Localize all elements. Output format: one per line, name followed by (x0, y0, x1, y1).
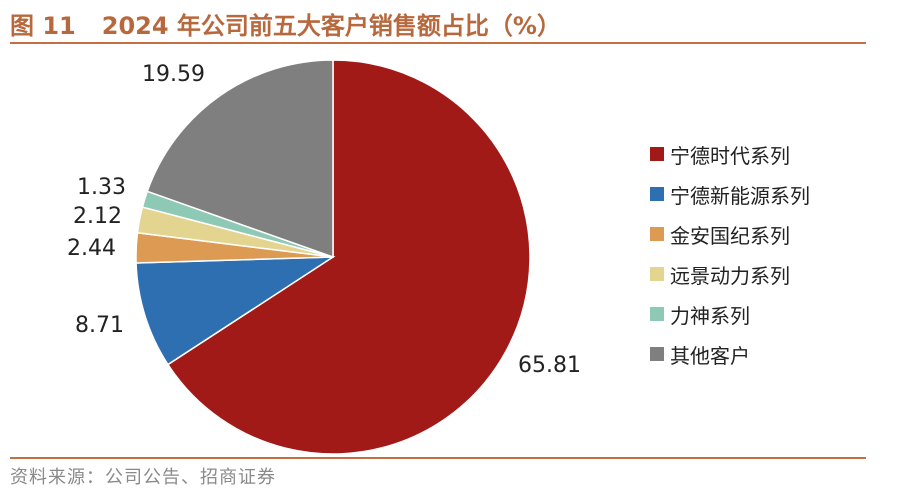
legend-swatch (650, 267, 664, 281)
legend-label: 金安国纪系列 (670, 223, 790, 248)
data-label: 19.59 (142, 62, 205, 87)
pie-slice (146, 59, 334, 259)
data-label: 65.81 (518, 353, 581, 378)
legend-item: 远景动力系列 (650, 258, 810, 290)
legend-swatch (650, 187, 664, 201)
legend-swatch (650, 307, 664, 321)
legend-item: 宁德新能源系列 (650, 178, 810, 210)
figure-number: 图 11 (10, 11, 76, 40)
data-label: 1.33 (77, 175, 126, 200)
legend-swatch (650, 347, 664, 361)
pie-slice (135, 256, 336, 366)
data-label: 8.71 (75, 313, 124, 338)
legend-item: 力神系列 (650, 298, 810, 330)
legend-swatch (650, 227, 664, 241)
chart-title: 2024 年公司前五大客户销售额占比（%） (101, 11, 561, 40)
chart-legend: 宁德时代系列 宁德新能源系列 金安国纪系列 远景动力系列 力神系列其他客户 (650, 138, 810, 370)
legend-label: 其他客户 (670, 343, 750, 368)
source-note: 资料来源：公司公告、招商证券 (10, 467, 276, 488)
legend-label: 宁德新能源系列 (670, 183, 810, 208)
pie-slice (166, 59, 531, 455)
legend-item: 宁德时代系列 (650, 138, 810, 170)
legend-label: 宁德时代系列 (670, 143, 790, 168)
figure-title: 图 11 2024 年公司前五大客户销售额占比（%） (10, 6, 870, 40)
legend-label: 远景动力系列 (670, 263, 790, 288)
footer-divider (10, 457, 866, 459)
legend-item: 金安国纪系列 (650, 218, 810, 250)
legend-item: 其他客户 (650, 338, 810, 370)
data-label: 2.44 (67, 236, 116, 261)
data-label: 2.12 (73, 204, 122, 229)
title-divider (10, 42, 866, 44)
legend-label: 力神系列 (670, 303, 750, 328)
legend-swatch (650, 147, 664, 161)
